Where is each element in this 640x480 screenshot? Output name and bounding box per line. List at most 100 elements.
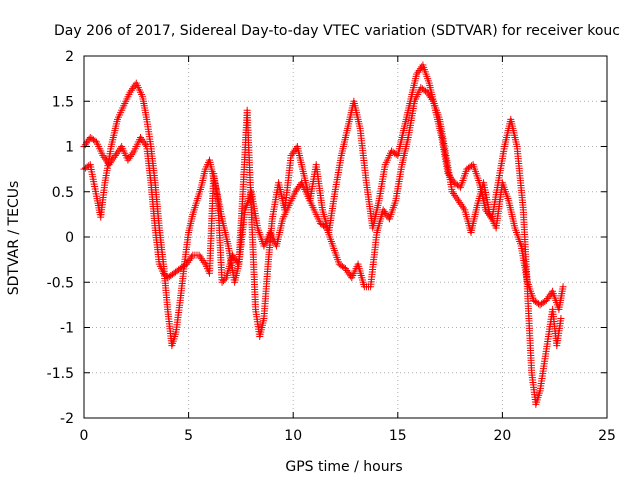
data-point-interp xyxy=(545,293,553,301)
data-point-interp xyxy=(230,253,238,261)
data-point-interp xyxy=(125,154,133,162)
x-tick-label: 10 xyxy=(284,428,302,444)
data-point xyxy=(126,88,134,96)
data-point-interp xyxy=(453,195,461,203)
data-point-interp xyxy=(142,141,150,149)
data-point-interp xyxy=(128,151,136,159)
data-point-interp xyxy=(139,137,147,145)
data-point-interp xyxy=(140,139,148,147)
data-point-interp xyxy=(449,190,457,198)
data-point-interp xyxy=(81,141,89,149)
y-tick-label: -1.5 xyxy=(47,366,74,382)
y-tick-label: 2 xyxy=(65,49,74,65)
x-tick-label: 5 xyxy=(184,428,193,444)
x-tick-label: 15 xyxy=(389,428,407,444)
data-point xyxy=(291,188,299,196)
y-tick-label: -1 xyxy=(60,321,74,337)
data-point xyxy=(559,283,567,291)
data-point xyxy=(229,251,237,259)
data-point-interp xyxy=(200,258,208,266)
data-point-interp xyxy=(185,257,193,265)
data-point-interp xyxy=(452,193,460,201)
data-point-interp xyxy=(129,149,137,157)
data-point-interp xyxy=(100,153,108,161)
data-point-interp xyxy=(84,137,92,145)
chart-title: Day 206 of 2017, Sidereal Day-to-day VTE… xyxy=(54,23,620,39)
data-point-interp xyxy=(198,255,206,263)
data-point-interp xyxy=(451,191,459,199)
data-point xyxy=(99,152,107,160)
data-points xyxy=(80,61,567,408)
data-point-interp xyxy=(130,83,138,91)
data-point-interp xyxy=(110,153,118,161)
data-point-interp xyxy=(544,295,552,303)
data-point-interp xyxy=(293,186,301,194)
data-point-interp xyxy=(416,65,424,73)
data-point-interp xyxy=(380,208,388,216)
y-tick-label: 1 xyxy=(65,140,74,156)
data-point-interp xyxy=(109,155,117,163)
data-point xyxy=(111,152,119,160)
data-point-interp xyxy=(426,92,434,100)
data-point-interp xyxy=(458,202,466,210)
data-point-interp xyxy=(382,209,390,217)
data-point xyxy=(454,197,462,205)
data-point xyxy=(287,152,295,160)
data-point-interp xyxy=(129,85,137,93)
data-point-interp xyxy=(114,148,122,156)
data-point-interp xyxy=(196,253,204,261)
data-point-interp xyxy=(294,184,302,192)
data-point xyxy=(448,188,456,196)
data-point-interp xyxy=(234,258,242,266)
x-tick-label: 20 xyxy=(493,428,511,444)
y-axis-label: SDTVAR / TECUs xyxy=(6,181,22,296)
axis-ticks: 0 5 10 15 20 25 -2 -1.5 -1 -0.5 0 0.5 1 1.5 2 xyxy=(47,49,616,444)
data-point-interp xyxy=(546,291,554,299)
data-point-interp xyxy=(427,94,435,102)
data-point-interp xyxy=(221,275,229,283)
data-point xyxy=(105,161,113,169)
data-point-interp xyxy=(186,255,194,263)
x-tick-label: 25 xyxy=(598,428,616,444)
data-point-interp xyxy=(108,157,116,165)
data-point xyxy=(195,251,203,259)
data-point-interp xyxy=(184,258,192,266)
y-tick-label: 0.5 xyxy=(52,185,74,201)
data-point-interp xyxy=(199,257,207,265)
data-point xyxy=(557,314,565,322)
data-point xyxy=(342,265,349,273)
x-tick-label: 0 xyxy=(80,428,89,444)
data-point-interp xyxy=(295,182,303,190)
data-point-interp xyxy=(290,148,298,156)
data-point-interp xyxy=(115,146,123,154)
data-point-interp xyxy=(424,90,432,98)
data-point-interp xyxy=(456,199,464,207)
data-point-interp xyxy=(127,86,135,94)
data-point-interp xyxy=(126,152,134,160)
y-tick-label: -0.5 xyxy=(47,275,74,291)
data-point xyxy=(413,70,421,78)
data-point-interp xyxy=(344,268,352,276)
data-point-interp xyxy=(428,95,436,103)
data-point-interp xyxy=(101,155,109,163)
data-point-interp xyxy=(291,146,299,154)
data-point-interp xyxy=(457,200,465,208)
grid-lines xyxy=(84,56,607,418)
data-point xyxy=(136,133,144,141)
data-point-interp xyxy=(113,150,121,158)
data-point-interp xyxy=(345,270,353,278)
data-point-interp xyxy=(383,211,391,219)
data-point-interp xyxy=(288,150,296,158)
x-axis-label: GPS time / hours xyxy=(285,459,402,475)
y-tick-label: 0 xyxy=(65,230,74,246)
data-point-interp xyxy=(415,66,423,74)
y-tick-label: -2 xyxy=(60,411,74,427)
data-point-interp xyxy=(343,266,351,274)
data-point xyxy=(379,206,387,214)
data-point-interp xyxy=(138,135,146,143)
data-point xyxy=(124,156,132,164)
data-point xyxy=(542,296,550,304)
data-point-interp xyxy=(414,68,422,76)
data-point-interp xyxy=(459,204,467,212)
